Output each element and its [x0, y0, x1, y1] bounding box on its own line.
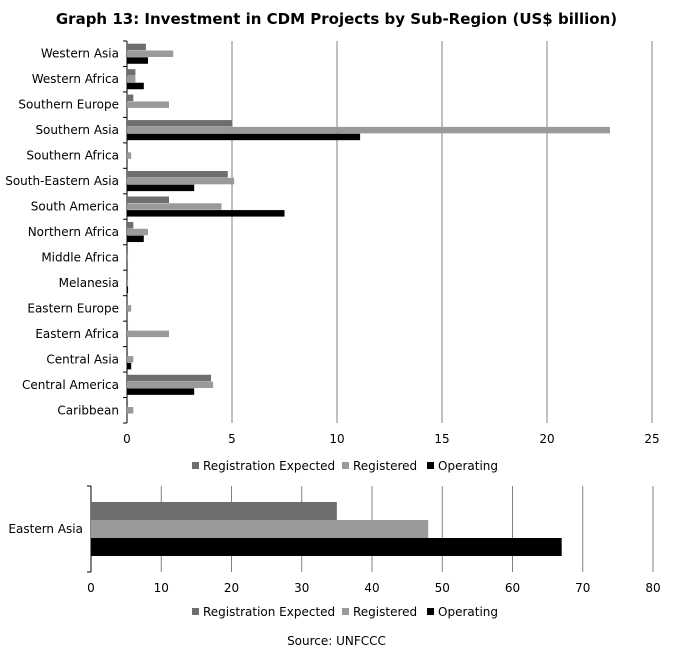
category-label-southern-asia: Southern Asia — [35, 123, 119, 137]
bar-western-africa-operating — [127, 82, 144, 90]
x-tick-label-0-1: 5 — [228, 432, 236, 446]
legend-label-registered: Registered — [353, 605, 417, 619]
legend-swatch-operating — [427, 462, 434, 469]
category-label-central-asia: Central Asia — [46, 352, 119, 366]
bar-south-america-registered — [127, 203, 222, 210]
bar-melanesia-operating — [127, 286, 129, 293]
category-label-eastern-africa: Eastern Africa — [35, 327, 119, 341]
bar-south-eastern-asia-registration-expected — [127, 171, 228, 178]
x-tick-label-1-0: 0 — [87, 581, 95, 595]
x-tick-label-0-2: 10 — [329, 432, 344, 446]
category-label-middle-africa: Middle Africa — [41, 250, 119, 264]
bar-northern-africa-registered — [127, 228, 148, 236]
x-tick-label-1-6: 60 — [505, 581, 520, 595]
x-tick-label-1-8: 80 — [645, 581, 660, 595]
x-tick-label-1-7: 70 — [575, 581, 590, 595]
x-tick-label-1-3: 30 — [294, 581, 309, 595]
bar-south-eastern-asia-registered — [127, 177, 235, 185]
bar-eastern-asia-operating — [91, 538, 562, 556]
legend-label-operating: Operating — [438, 605, 498, 619]
legend-label-registration-expected: Registration Expected — [203, 459, 335, 473]
bar-southern-asia-operating — [127, 133, 361, 141]
bar-southern-europe-registered — [127, 101, 169, 108]
category-label-southern-africa: Southern Africa — [26, 149, 119, 163]
bar-western-asia-registration-expected — [127, 43, 146, 51]
x-tick-label-1-4: 40 — [364, 581, 379, 595]
bar-eastern-europe-registered — [127, 305, 132, 312]
bar-south-america-registration-expected — [127, 196, 169, 203]
bar-central-america-operating — [127, 388, 195, 395]
source-note: Source: UNFCCC — [287, 634, 386, 648]
chart-title: Graph 13: Investment in CDM Projects by … — [55, 10, 618, 28]
bar-melanesia-registered — [127, 279, 129, 287]
bar-central-asia-registration-expected — [127, 349, 129, 356]
bar-south-america-operating — [127, 210, 285, 217]
category-label-melanesia: Melanesia — [59, 276, 119, 290]
bar-caribbean-registration-expected — [127, 400, 129, 407]
x-tick-label-1-5: 50 — [435, 581, 450, 595]
bar-eastern-africa-registration-expected — [127, 323, 129, 331]
category-label-western-africa: Western Africa — [32, 72, 119, 86]
legend-swatch-registration-expected — [192, 608, 199, 615]
bar-south-eastern-asia-operating — [127, 184, 195, 192]
legend-swatch-registered — [342, 462, 349, 469]
x-tick-label-1-2: 20 — [224, 581, 239, 595]
category-label-northern-africa: Northern Africa — [28, 225, 119, 239]
category-label-south-eastern-asia: South-Eastern Asia — [5, 174, 119, 188]
bar-western-asia-operating — [127, 57, 148, 64]
bar-eastern-asia-registered — [91, 520, 429, 538]
bar-eastern-asia-registration-expected — [91, 502, 337, 520]
category-label-caribbean: Caribbean — [57, 403, 119, 417]
bar-middle-africa-registered — [127, 254, 129, 261]
legend-swatch-registered — [342, 608, 349, 615]
category-label-eastern-europe: Eastern Europe — [27, 301, 119, 315]
bar-western-africa-registration-expected — [127, 69, 136, 76]
category-label-western-asia: Western Asia — [41, 47, 119, 61]
bar-northern-africa-registration-expected — [127, 221, 134, 229]
bar-western-africa-registered — [127, 75, 136, 83]
bar-southern-europe-registration-expected — [127, 94, 134, 102]
bar-central-asia-operating — [127, 362, 132, 370]
category-label-southern-europe: Southern Europe — [18, 98, 119, 112]
bar-southern-africa-registered — [127, 152, 132, 159]
bar-caribbean-registered — [127, 407, 134, 414]
x-tick-label-0-5: 25 — [644, 432, 659, 446]
legend-label-registered: Registered — [353, 459, 417, 473]
bar-western-asia-registered — [127, 50, 174, 57]
bar-northern-africa-operating — [127, 235, 144, 243]
legend-swatch-operating — [427, 608, 434, 615]
legend-label-operating: Operating — [438, 459, 498, 473]
bar-central-asia-registered — [127, 356, 134, 363]
bar-southern-asia-registration-expected — [127, 120, 232, 127]
x-tick-label-0-4: 20 — [539, 432, 554, 446]
legend-label-registration-expected: Registration Expected — [203, 605, 335, 619]
bar-central-america-registered — [127, 381, 214, 389]
x-tick-label-0-3: 15 — [434, 432, 449, 446]
category-label-eastern-asia: Eastern Asia — [8, 522, 83, 536]
bar-southern-asia-registered — [127, 126, 610, 134]
x-tick-label-1-1: 10 — [154, 581, 169, 595]
category-label-central-america: Central America — [22, 378, 119, 392]
bar-eastern-africa-registered — [127, 330, 169, 338]
x-tick-label-0-0: 0 — [123, 432, 131, 446]
bar-central-america-registration-expected — [127, 374, 211, 382]
legend-swatch-registration-expected — [192, 462, 199, 469]
category-label-south-america: South America — [31, 200, 119, 214]
